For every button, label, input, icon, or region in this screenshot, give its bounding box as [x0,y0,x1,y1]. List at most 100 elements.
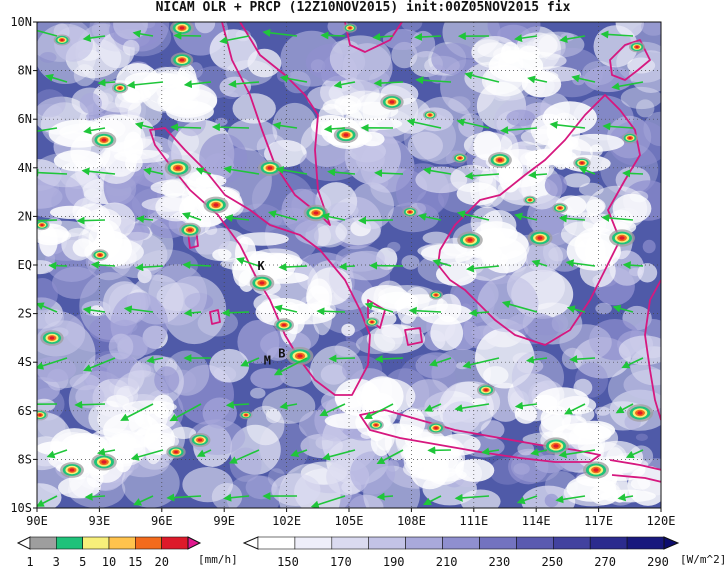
precip-cell-core [60,38,64,42]
wind-vector [37,302,58,313]
coastline-belitung [404,327,423,346]
cloud-cluster [561,195,606,218]
wind-vector [530,448,548,456]
wind-vector [136,215,154,224]
wind-vector [525,355,548,364]
wind-vector [310,495,346,508]
wind-vector [527,75,548,84]
wind-vector [319,403,346,417]
precip-cell-core [118,86,122,90]
wind-vector [97,78,116,87]
cloud-patch [534,454,566,474]
lon-tick-label: 111E [459,514,488,528]
cloud-patch [256,134,287,160]
wind-vector [615,403,634,414]
cloud-patch [284,70,311,94]
cloud-cluster [224,196,244,217]
precip-cell-core [635,45,639,49]
wind-vector [45,73,68,83]
olr-bar-segment [442,536,480,550]
cloud-cluster [381,324,410,338]
cloud-patch [348,494,384,508]
cloud-patch [108,333,134,360]
cloud-cluster [377,291,419,309]
wind-vector [414,32,442,41]
wind-vector [321,212,346,221]
cloud-patch [250,387,266,399]
wind-vector [328,354,356,363]
precip-cell-core [179,26,185,30]
cloud-patch [340,250,394,281]
cloud-patch [608,120,661,167]
cloud-patch [548,247,568,262]
wind-vector [600,30,634,39]
wind-vector [571,74,596,83]
wind-vector [454,493,490,502]
cloud-cluster [143,424,164,465]
cloud-patch [37,89,66,118]
wind-vector [135,263,164,272]
cloud-cluster [428,436,460,472]
precip-cell-core [343,133,349,137]
precip-cell-core [553,444,559,448]
wind-vector [195,167,212,175]
wind-vector [320,31,346,40]
wind-vector [578,166,596,175]
wind-vector [170,123,202,132]
lat-tick-label: 10N [10,15,32,29]
cloud-cluster [417,243,475,259]
precip-bar-segment [161,536,189,550]
wind-vector [531,259,548,268]
wind-vector [37,168,68,177]
wind-vector [37,357,68,370]
wind-vector [625,449,644,459]
lon-tick-label: 96E [151,514,173,528]
wind-vector [432,258,452,267]
cloud-patch [150,217,188,239]
precip-cell-core [389,100,395,104]
wind-vector [549,120,586,129]
cloud-patch [51,266,100,299]
precip-cell-core [558,207,562,209]
wind-vector [83,357,116,372]
precip-cell-core [197,438,203,442]
cloud-patch [154,366,180,394]
wind-vector [225,400,250,409]
lat-tick-label: 2S [18,307,32,321]
cloud-patch [349,182,394,230]
wind-vector [422,495,442,506]
cloud-cluster [612,193,652,224]
precip-bar-segment [55,536,83,550]
longitude-labels: 90E 93E 96E 99E 102E 105E 108E 111E 114E 117E 120E [26,508,675,528]
wind-vector [224,214,250,223]
wind-vector [376,449,404,465]
precip-cell-core [259,281,265,285]
wind-vector [82,34,106,42]
precip-cell-core [467,238,473,242]
wind-vector [558,449,596,459]
cloud-patch [517,442,534,456]
lon-tick-label: 93E [89,514,111,528]
cloud-patch [636,99,655,118]
cloud-cluster [238,270,255,292]
wind-vector [183,308,202,317]
cloud-patch [551,314,569,333]
wind-vector [363,403,394,420]
wind-vector [83,126,106,135]
wind-vector [565,259,596,268]
wind-vector [221,308,250,317]
wind-vector [514,401,538,410]
precip-unit-label: [mm/h] [198,553,238,566]
olr-bar-segment [552,536,591,550]
cloud-patch [637,263,658,283]
cloud-cluster [520,150,557,168]
wind-vector [219,35,250,45]
wind-vector [323,124,346,133]
wind-vector [364,302,394,313]
wind-vector [37,29,58,37]
precip-cell-core [370,321,374,323]
wind-vector [84,492,106,501]
lon-tick-label: 120E [647,514,676,528]
cloud-cluster [249,251,272,268]
cloud-cluster [463,132,513,159]
